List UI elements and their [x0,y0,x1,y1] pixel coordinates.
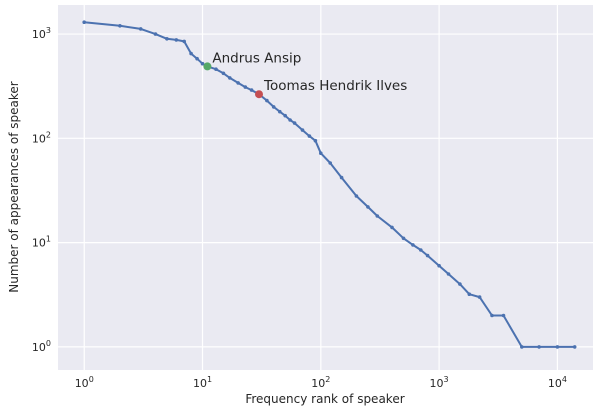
data-point [467,292,472,297]
data-point [189,51,193,56]
data-point [288,118,292,122]
data-point [375,214,380,218]
y-tick-label: 101 [32,235,51,250]
data-point [278,109,282,114]
data-point [425,253,430,258]
annotation-label: Toomas Hendrik Ilves [263,78,407,94]
y-axis-label: Number of appearances of speaker [7,81,21,293]
data-point [82,20,86,25]
data-point [195,56,199,61]
data-point [236,81,240,85]
annotation-label: Andrus Ansip [212,50,301,66]
data-point [249,88,254,92]
plot-background [58,5,593,370]
x-axis-label: Frequency rank of speaker [245,392,404,406]
data-point [354,194,359,198]
data-point [458,282,462,286]
y-tick-label: 100 [32,339,51,354]
data-point [313,138,318,143]
y-tick-label: 102 [32,130,51,145]
data-point [419,248,423,252]
data-point [401,236,406,241]
data-point [307,134,312,138]
highlight-marker [203,62,212,71]
y-tick-label: 103 [32,26,51,41]
data-point [437,263,441,268]
data-point [174,38,179,42]
data-point [501,313,506,318]
data-point [200,61,205,66]
x-tick-label: 104 [548,375,567,390]
data-point [243,85,248,89]
data-point [165,37,169,41]
data-point [271,105,276,109]
data-point [228,76,232,80]
data-point [537,345,541,349]
x-tick-label: 103 [430,375,449,390]
data-point [319,151,323,155]
data-point [446,272,451,276]
data-point [411,243,415,247]
data-point [490,313,494,318]
data-point [520,345,524,349]
grid [58,5,593,370]
marker-layer [203,62,263,99]
data-point [390,225,394,230]
annotation-layer: Andrus Ansip Toomas Hendrik Ilves [212,50,407,94]
x-tick-label: 100 [75,375,94,390]
data-point [366,205,370,209]
data-point [283,113,288,118]
data-point [339,175,344,180]
data-point [265,98,269,103]
data-point [182,39,186,44]
data-point [300,128,305,132]
highlight-marker [255,90,263,99]
x-tick-label: 101 [193,375,212,390]
y-tick-labels: 100 101 102 103 [32,26,51,354]
data-point [221,71,226,76]
data-point [292,121,297,125]
data-point [214,67,218,71]
data-point [477,295,482,299]
data-point [118,24,122,28]
x-tick-labels: 100 101 102 103 104 [75,375,567,390]
data-point [555,345,560,349]
data-point [328,161,333,165]
x-tick-label: 102 [311,375,330,390]
data-point [138,27,143,31]
data-point [153,32,158,36]
data-point [572,345,577,349]
